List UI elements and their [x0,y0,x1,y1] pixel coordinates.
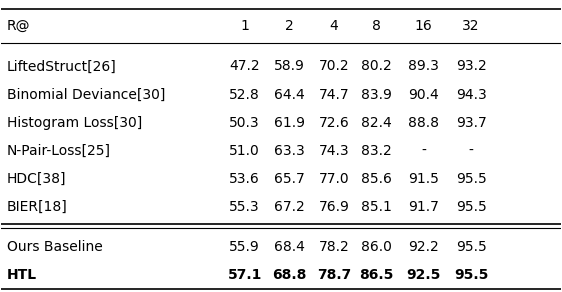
Text: 78.7: 78.7 [317,268,351,282]
Text: 86.0: 86.0 [361,240,392,254]
Text: 64.4: 64.4 [274,88,305,102]
Text: 61.9: 61.9 [274,116,305,130]
Text: 78.2: 78.2 [319,240,350,254]
Text: 91.7: 91.7 [408,200,439,214]
Text: -: - [421,144,426,158]
Text: 50.3: 50.3 [229,116,260,130]
Text: 68.8: 68.8 [272,268,307,282]
Text: 92.5: 92.5 [406,268,441,282]
Text: 68.4: 68.4 [274,240,305,254]
Text: 65.7: 65.7 [274,172,305,186]
Text: 85.1: 85.1 [361,200,392,214]
Text: 85.6: 85.6 [361,172,392,186]
Text: 16: 16 [415,19,433,33]
Text: 63.3: 63.3 [274,144,305,158]
Text: 67.2: 67.2 [274,200,305,214]
Text: 55.9: 55.9 [229,240,260,254]
Text: -: - [469,144,474,158]
Text: 95.5: 95.5 [454,268,488,282]
Text: 53.6: 53.6 [229,172,260,186]
Text: 83.9: 83.9 [361,88,392,102]
Text: 55.3: 55.3 [229,200,260,214]
Text: 95.5: 95.5 [456,240,487,254]
Text: Ours Baseline: Ours Baseline [7,240,103,254]
Text: N-Pair-Loss[25]: N-Pair-Loss[25] [7,144,111,158]
Text: 8: 8 [371,19,380,33]
Text: 74.7: 74.7 [319,88,350,102]
Text: 52.8: 52.8 [229,88,260,102]
Text: 51.0: 51.0 [229,144,260,158]
Text: R@: R@ [7,19,30,33]
Text: BIER[18]: BIER[18] [7,200,68,214]
Text: 94.3: 94.3 [456,88,487,102]
Text: 90.4: 90.4 [408,88,439,102]
Text: 58.9: 58.9 [274,60,305,74]
Text: 4: 4 [330,19,338,33]
Text: 47.2: 47.2 [229,60,260,74]
Text: 95.5: 95.5 [456,200,487,214]
Text: 32: 32 [463,19,480,33]
Text: 88.8: 88.8 [408,116,439,130]
Text: 86.5: 86.5 [359,268,393,282]
Text: 92.2: 92.2 [408,240,439,254]
Text: 76.9: 76.9 [319,200,350,214]
Text: HTL: HTL [7,268,37,282]
Text: Histogram Loss[30]: Histogram Loss[30] [7,116,142,130]
Text: 82.4: 82.4 [361,116,392,130]
Text: 93.2: 93.2 [456,60,487,74]
Text: 95.5: 95.5 [456,172,487,186]
Text: 74.3: 74.3 [319,144,350,158]
Text: 70.2: 70.2 [319,60,350,74]
Text: 93.7: 93.7 [456,116,487,130]
Text: 80.2: 80.2 [361,60,392,74]
Text: 89.3: 89.3 [408,60,439,74]
Text: Binomial Deviance[30]: Binomial Deviance[30] [7,88,165,102]
Text: 1: 1 [240,19,249,33]
Text: 91.5: 91.5 [408,172,439,186]
Text: 2: 2 [285,19,294,33]
Text: 72.6: 72.6 [319,116,350,130]
Text: LiftedStruct[26]: LiftedStruct[26] [7,60,117,74]
Text: HDC[38]: HDC[38] [7,172,66,186]
Text: 57.1: 57.1 [228,268,262,282]
Text: 77.0: 77.0 [319,172,350,186]
Text: 83.2: 83.2 [361,144,392,158]
